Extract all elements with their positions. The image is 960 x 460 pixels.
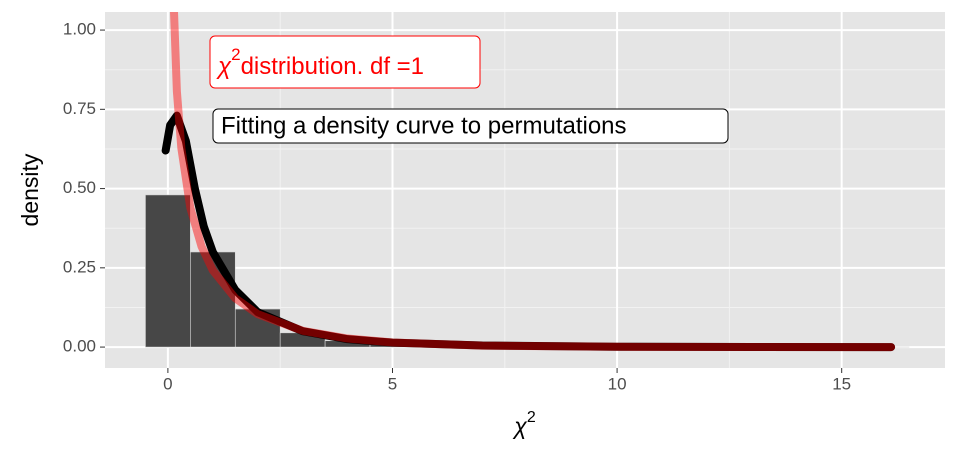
x-tick-label: 5 bbox=[388, 374, 397, 393]
x-axis-title-base: χ bbox=[512, 413, 527, 439]
x-tick-label: 15 bbox=[832, 374, 851, 393]
y-tick-label: 0.25 bbox=[63, 257, 96, 276]
annotation: Fitting a density curve to permutations bbox=[221, 112, 627, 139]
y-tick-label: 0.75 bbox=[63, 99, 96, 118]
density-line bbox=[170, 12, 896, 352]
x-tick-label: 10 bbox=[608, 374, 627, 393]
y-tick-label: 0.50 bbox=[63, 178, 96, 197]
y-tick-label: 0.00 bbox=[63, 337, 96, 356]
x-axis-title-sup: 2 bbox=[527, 409, 536, 426]
annotation-box bbox=[212, 108, 729, 144]
annotation-base: χ bbox=[216, 53, 232, 80]
annotation-text: distribution. df =1 bbox=[241, 53, 424, 80]
annotation: χ2distribution. df =1 bbox=[216, 45, 424, 80]
y-axis-title: density bbox=[17, 153, 43, 226]
x-tick-label: 0 bbox=[163, 374, 172, 393]
x-axis-title: χ2 bbox=[512, 409, 536, 439]
annotation-sup: 2 bbox=[231, 45, 240, 64]
density-line bbox=[161, 111, 896, 352]
bar bbox=[145, 194, 191, 348]
y-tick-label: 1.00 bbox=[63, 20, 96, 39]
annotation-box bbox=[209, 35, 481, 89]
